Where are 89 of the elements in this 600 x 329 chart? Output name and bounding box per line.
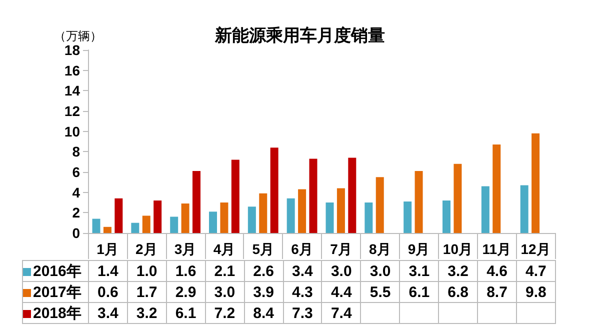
data-label: 3.1 bbox=[400, 260, 439, 282]
x-tick-label: 12月 bbox=[520, 241, 550, 257]
bar bbox=[481, 186, 490, 233]
bar bbox=[376, 177, 384, 233]
data-label: 4.3 bbox=[283, 282, 322, 302]
x-tick-label: 6月 bbox=[291, 241, 313, 257]
x-tick-label: 3月 bbox=[174, 241, 196, 257]
x-tick-label: 4月 bbox=[213, 241, 236, 257]
data-label: 7.2 bbox=[205, 302, 244, 324]
data-label: 1.6 bbox=[166, 260, 206, 282]
bar bbox=[220, 202, 228, 233]
data-label: 1.7 bbox=[127, 282, 166, 302]
bar bbox=[404, 201, 412, 233]
data-label: 3.0 bbox=[205, 282, 244, 302]
y-tick-label: 4 bbox=[72, 184, 80, 200]
bar bbox=[286, 198, 295, 233]
data-label: 3.9 bbox=[244, 282, 284, 302]
bar bbox=[532, 133, 540, 233]
data-label: 2.6 bbox=[244, 260, 284, 282]
data-label: 2.1 bbox=[205, 260, 244, 282]
data-label: 4.6 bbox=[478, 260, 516, 282]
data-label: 6.8 bbox=[438, 282, 478, 302]
data-label: 4.7 bbox=[516, 260, 556, 282]
bar bbox=[142, 216, 150, 233]
bar bbox=[92, 218, 100, 233]
bar bbox=[364, 202, 373, 233]
bar bbox=[154, 200, 162, 233]
data-label: 7.4 bbox=[322, 302, 361, 324]
data-label: 3.2 bbox=[127, 302, 166, 324]
bar bbox=[170, 216, 178, 233]
y-tick-label: 10 bbox=[64, 123, 80, 140]
bar bbox=[309, 158, 318, 233]
data-label: 1.0 bbox=[127, 260, 166, 282]
data-label: 0.6 bbox=[88, 282, 128, 302]
bar bbox=[336, 188, 345, 233]
bar bbox=[248, 206, 256, 233]
data-label: 6.1 bbox=[166, 302, 206, 324]
data-label: 7.3 bbox=[283, 302, 322, 324]
bar bbox=[209, 212, 218, 233]
data-label: 9.8 bbox=[516, 282, 556, 302]
y-tick-label: 0 bbox=[72, 225, 80, 241]
data-label: 6.1 bbox=[400, 282, 439, 302]
bar bbox=[192, 170, 200, 233]
bar bbox=[131, 222, 140, 233]
x-tick-label: 5月 bbox=[252, 241, 274, 257]
legend-label: 2018年 bbox=[22, 302, 88, 324]
data-label: 3.2 bbox=[438, 260, 478, 282]
chart-title: 新能源乘用车月度销量 bbox=[214, 26, 385, 45]
bar bbox=[181, 204, 190, 233]
x-tick-label: 8月 bbox=[368, 241, 391, 257]
y-tick-label: 8 bbox=[72, 144, 80, 160]
x-tick-label: 9月 bbox=[408, 241, 430, 257]
bar bbox=[259, 193, 268, 233]
bar bbox=[442, 200, 451, 233]
legend-label: 2017年 bbox=[22, 282, 88, 302]
bar bbox=[492, 144, 501, 233]
bar bbox=[414, 170, 423, 233]
bar bbox=[270, 148, 278, 233]
y-tick-label: 12 bbox=[64, 103, 80, 119]
bar bbox=[298, 189, 306, 233]
data-label: 8.7 bbox=[478, 282, 516, 302]
x-tick-label: 2月 bbox=[135, 241, 158, 257]
x-tick-label: 10月 bbox=[442, 241, 472, 257]
bar bbox=[231, 160, 240, 233]
bar bbox=[103, 226, 112, 233]
y-tick-label: 2 bbox=[72, 204, 80, 221]
x-tick-label: 7月 bbox=[330, 241, 352, 257]
data-label: 5.5 bbox=[360, 282, 400, 302]
y-axis-title: （万辆） bbox=[54, 29, 102, 43]
bar bbox=[348, 158, 356, 233]
y-tick-label: 6 bbox=[72, 164, 80, 180]
bar bbox=[326, 202, 334, 233]
x-tick-label: 11月 bbox=[482, 241, 512, 257]
legend-label: 2016年 bbox=[22, 260, 88, 282]
data-label: 4.4 bbox=[322, 282, 361, 302]
data-label: 2.9 bbox=[166, 282, 206, 302]
bar bbox=[454, 164, 462, 233]
data-label: 3.0 bbox=[360, 260, 400, 282]
data-label: 8.4 bbox=[244, 302, 284, 324]
data-label: 3.4 bbox=[88, 302, 128, 324]
data-label: 3.0 bbox=[322, 260, 361, 282]
x-tick-label: 1月 bbox=[96, 241, 118, 257]
bar bbox=[114, 198, 123, 233]
bar bbox=[520, 185, 528, 233]
data-label: 3.4 bbox=[283, 260, 322, 282]
data-label: 1.4 bbox=[88, 260, 128, 282]
y-tick-label: 18 bbox=[64, 42, 80, 58]
y-tick-label: 14 bbox=[64, 82, 80, 99]
y-tick-label: 16 bbox=[64, 62, 80, 78]
